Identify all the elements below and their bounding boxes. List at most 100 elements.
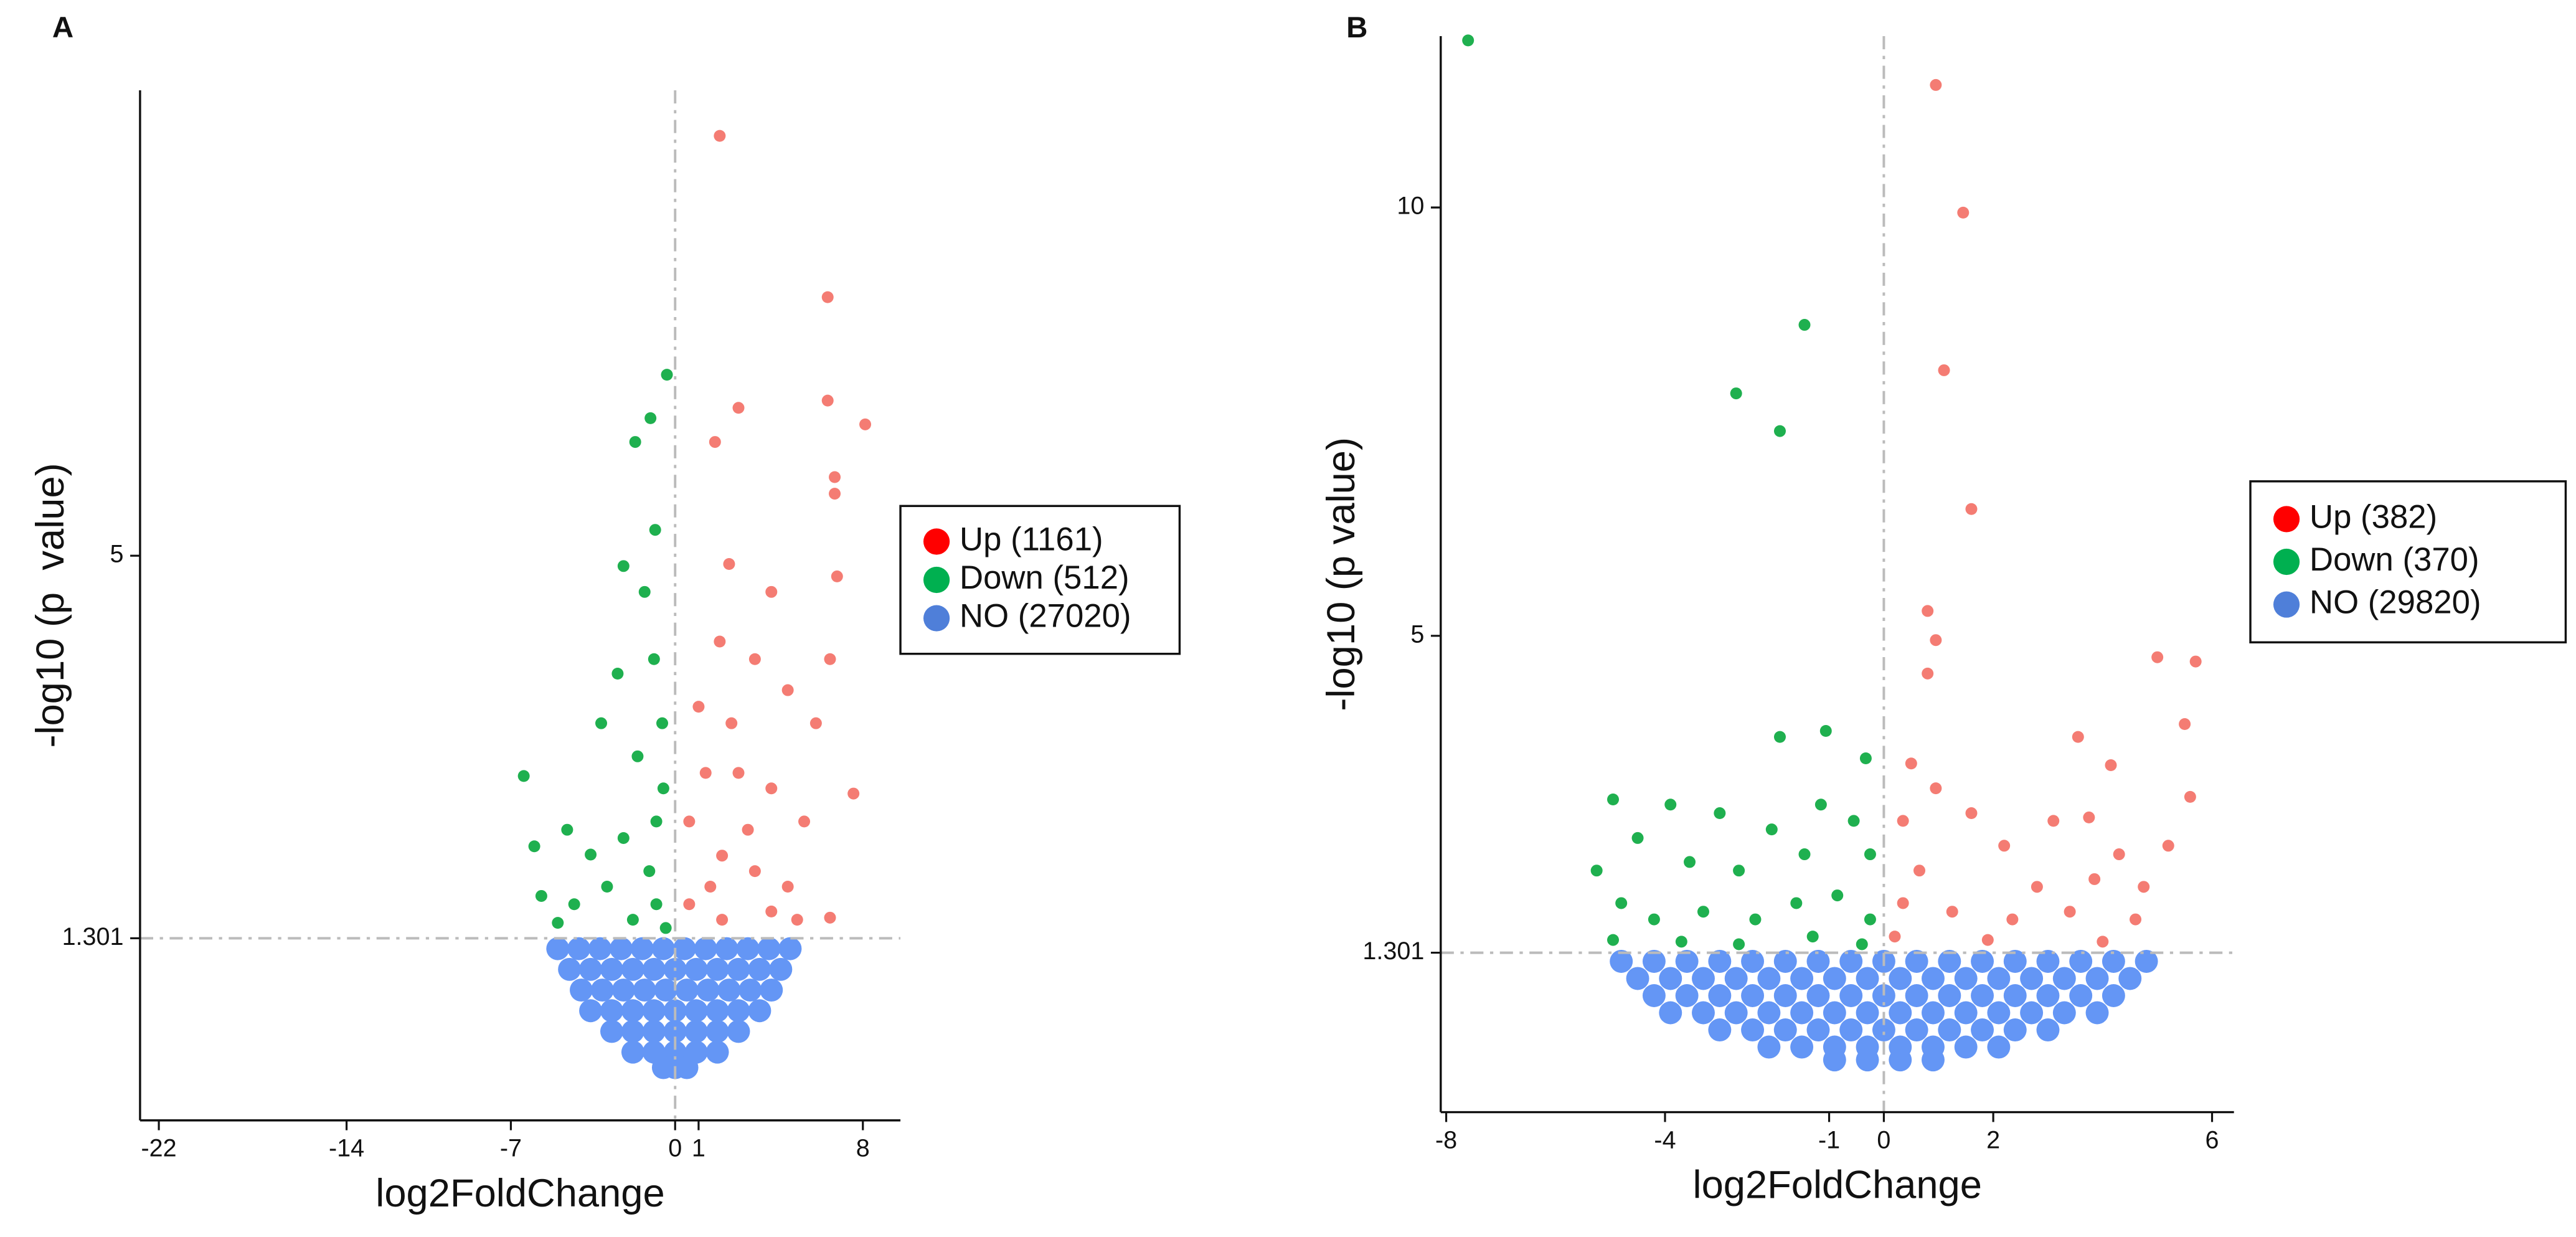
point [1708,1018,1732,1041]
x-tick-label: -1 [1818,1126,1840,1154]
point [2003,950,2027,973]
legend-label: Down (370) [2309,541,2479,578]
point [765,585,778,598]
point [1922,1001,1945,1025]
point [610,937,633,960]
point [742,823,754,836]
point [2179,718,2191,730]
point [2102,950,2125,973]
point [824,653,836,665]
point [561,823,573,836]
point [2052,967,2076,990]
point [1831,889,1844,902]
point [765,782,778,795]
point [2085,967,2109,990]
point [650,815,663,828]
point [2088,873,2101,885]
point [2064,906,2076,918]
point [651,937,675,960]
point [1839,1018,1863,1041]
point [1607,794,1620,806]
point [1757,1001,1781,1025]
point [2097,936,2109,948]
point [659,922,672,934]
point [1847,815,1860,827]
point [1938,1018,1961,1041]
point [705,1020,729,1043]
y-axis-title: -log10 (p value) [1319,437,1363,711]
point [621,1040,644,1064]
point [546,937,570,960]
point [716,914,729,926]
point [1922,1048,1945,1072]
point [1856,1048,1879,1072]
point [821,394,834,407]
point [1708,950,1732,973]
point [1462,34,1474,47]
point [829,488,841,500]
point [1905,950,1928,973]
x-tick-label: 8 [856,1135,870,1162]
point [716,850,729,862]
point [2118,967,2142,990]
point [1648,913,1660,926]
point [2036,1018,2060,1041]
point [528,840,540,853]
point [1757,967,1781,990]
point [859,418,872,430]
point [692,701,705,713]
point [1856,967,1879,990]
point [621,957,644,981]
legend-label: NO (29820) [2309,584,2481,621]
point [1987,967,2011,990]
point [1954,1001,1978,1025]
point [2020,1001,2044,1025]
point [611,667,624,680]
point [642,999,666,1023]
point [1714,807,1726,820]
point [2031,881,2043,893]
legend-key [923,566,950,594]
point [748,865,761,878]
point [824,911,836,924]
point [683,898,696,911]
point [1724,1001,1748,1025]
point [588,937,612,960]
point [684,999,708,1023]
point [1839,950,1863,973]
point [736,937,760,960]
point [590,979,614,1002]
point [2003,1018,2027,1041]
point [1971,1018,1994,1041]
point [631,937,654,960]
point [2036,984,2060,1007]
point [626,914,639,926]
x-tick-label: 0 [1877,1126,1890,1154]
point [727,999,750,1023]
point [1872,1018,1895,1041]
y-tick-label: 10 [1397,192,1424,220]
point [2085,1001,2109,1025]
point [2083,811,2095,823]
point [644,412,657,424]
point [2069,984,2093,1007]
point [1889,1001,1912,1025]
point [1659,967,1682,990]
point [1806,931,1819,943]
point [1889,967,1912,990]
point [760,979,783,1002]
x-tick-label: -8 [1435,1126,1457,1154]
point [535,889,547,902]
point [1773,984,1797,1007]
point [781,881,794,893]
point [715,937,738,960]
point [1954,967,1978,990]
point [1823,1001,1846,1025]
point [631,750,644,762]
point [2072,731,2084,743]
point [2006,913,2019,926]
point [694,937,717,960]
point [579,957,603,981]
point [2113,848,2125,861]
